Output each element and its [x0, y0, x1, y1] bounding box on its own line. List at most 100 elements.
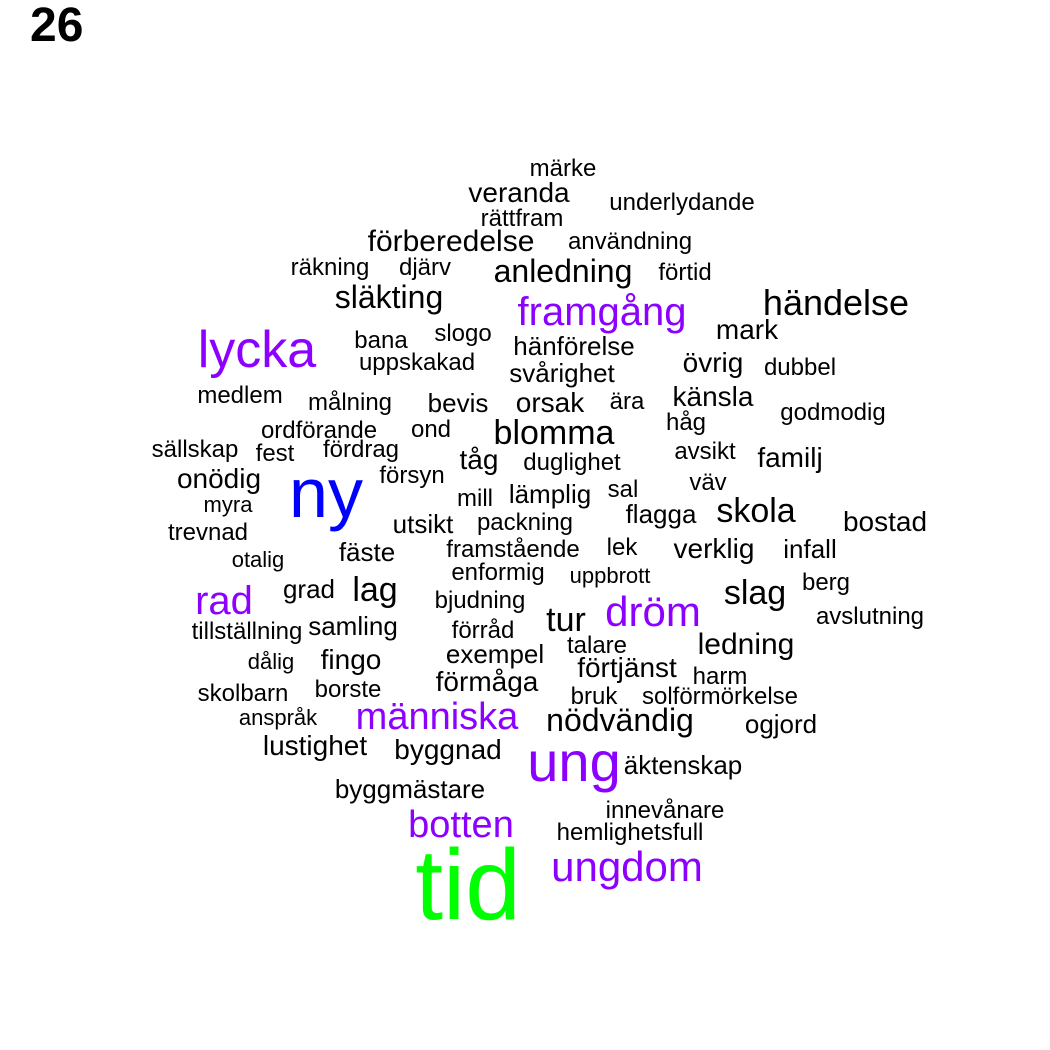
- word-rattfram: rättfram: [480, 205, 564, 232]
- word-forberedelse: förberedelse: [367, 225, 535, 258]
- word-veranda: veranda: [468, 177, 570, 208]
- word-fortid: förtid: [658, 259, 712, 286]
- word-slag: slag: [723, 574, 787, 612]
- word-djarv: djärv: [398, 254, 452, 281]
- word-lustighet: lustighet: [262, 730, 368, 761]
- word-godmodig: godmodig: [780, 399, 886, 426]
- word-byggnad: byggnad: [394, 734, 502, 765]
- word-infall: infall: [783, 534, 837, 564]
- word-grad: grad: [282, 574, 336, 604]
- word-fortjanst: förtjänst: [577, 652, 677, 683]
- word-lycka: lycka: [197, 321, 317, 379]
- word-underlydande: underlydande: [609, 189, 755, 216]
- word-bjudning: bjudning: [434, 587, 526, 614]
- word-rakning: räkning: [290, 254, 370, 281]
- word-sal: sal: [607, 476, 639, 503]
- word-drom: dröm: [605, 588, 701, 635]
- word-avsikt: avsikt: [674, 438, 736, 465]
- word-marke: märke: [529, 155, 597, 182]
- word-ungdom: ungdom: [551, 843, 703, 890]
- word-trevnad: trevnad: [167, 519, 249, 546]
- word-dalig: dålig: [247, 649, 295, 674]
- word-orsak: orsak: [515, 387, 585, 418]
- word-uppskakad: uppskakad: [358, 349, 476, 376]
- word-ordforande: ordförande: [260, 417, 378, 444]
- word-slakting: släkting: [334, 279, 444, 315]
- word-bostad: bostad: [842, 506, 928, 537]
- word-mill: mill: [457, 485, 493, 512]
- word-flagga: flagga: [625, 499, 697, 529]
- word-lek: lek: [606, 534, 638, 561]
- word-ansprak: anspråk: [238, 705, 318, 730]
- word-medlem: medlem: [197, 382, 283, 409]
- word-tid: tid: [415, 829, 521, 941]
- word-framgang: framgång: [517, 290, 687, 334]
- word-kansla: känsla: [672, 381, 754, 412]
- word-fingo: fingo: [320, 644, 382, 675]
- word-borste: borste: [314, 676, 382, 703]
- word-ara: ära: [609, 388, 645, 415]
- word-mark: mark: [715, 314, 779, 345]
- word-forsyn: försyn: [379, 462, 445, 489]
- word-packning: packning: [476, 509, 574, 536]
- word-ogjord: ogjord: [744, 709, 818, 739]
- word-enformig: enformig: [451, 559, 545, 586]
- word-botten: botten: [408, 804, 514, 846]
- page-number: 26: [30, 0, 84, 52]
- word-svarighet: svårighet: [509, 358, 615, 388]
- word-bruk: bruk: [570, 683, 618, 710]
- word-uppbrott: uppbrott: [569, 563, 651, 588]
- word-samling: samling: [308, 611, 398, 641]
- word-talare: talare: [566, 632, 628, 659]
- word-avslutning: avslutning: [815, 603, 925, 630]
- word-berg: berg: [801, 569, 851, 596]
- word-fordrag: fördrag: [322, 436, 400, 463]
- word-dubbel: dubbel: [763, 354, 837, 381]
- word-tur: tur: [546, 601, 586, 639]
- word-lag: lag: [352, 571, 398, 609]
- word-duglighet: duglighet: [523, 449, 621, 476]
- word-otalig: otalig: [231, 547, 285, 572]
- word-anledning: anledning: [493, 253, 633, 289]
- word-skola: skola: [716, 492, 796, 530]
- word-ung: ung: [527, 730, 621, 793]
- word-malning: målning: [307, 389, 393, 416]
- word-harm: harm: [692, 663, 748, 690]
- word-familj: familj: [757, 442, 823, 473]
- word-bevis: bevis: [427, 388, 489, 418]
- word-innevanare: innevånare: [605, 797, 725, 824]
- word-faste: fäste: [338, 537, 396, 567]
- word-hanforelse: hänförelse: [513, 331, 635, 361]
- word-exempel: exempel: [445, 639, 545, 669]
- word-formaga: förmåga: [435, 666, 539, 697]
- word-utsikt: utsikt: [392, 509, 454, 539]
- word-lamplig: lämplig: [508, 479, 592, 509]
- word-ovrig: övrig: [682, 347, 744, 378]
- word-manniska: människa: [355, 696, 519, 738]
- word-aktenskap: äktenskap: [623, 750, 743, 780]
- word-solformorkelse: solförmörkelse: [641, 683, 799, 710]
- word-onodig: onödig: [176, 463, 262, 494]
- word-myra: myra: [203, 492, 253, 517]
- word-blomma: blomma: [493, 414, 615, 452]
- word-rad: rad: [195, 579, 253, 623]
- word-tillstallning: tillställning: [191, 618, 303, 645]
- word-anvandning: användning: [567, 228, 693, 255]
- word-bana: bana: [354, 327, 408, 354]
- word-nodvandig: nödvändig: [546, 702, 694, 738]
- word-hag: håg: [665, 409, 707, 436]
- word-vav: väv: [689, 469, 727, 496]
- word-fest: fest: [255, 440, 295, 467]
- word-byggmastare: byggmästare: [334, 774, 486, 804]
- word-ny: ny: [289, 454, 363, 532]
- word-verklig: verklig: [673, 533, 755, 564]
- word-forrad: förråd: [451, 617, 515, 644]
- word-skolbarn: skolbarn: [197, 680, 289, 707]
- word-sallskap: sällskap: [151, 436, 239, 463]
- word-handelse: händelse: [762, 282, 910, 323]
- word-tag: tåg: [459, 444, 499, 475]
- word-slogo: slogo: [434, 320, 492, 347]
- word-ond: ond: [410, 416, 452, 443]
- word-ledning: ledning: [697, 628, 795, 661]
